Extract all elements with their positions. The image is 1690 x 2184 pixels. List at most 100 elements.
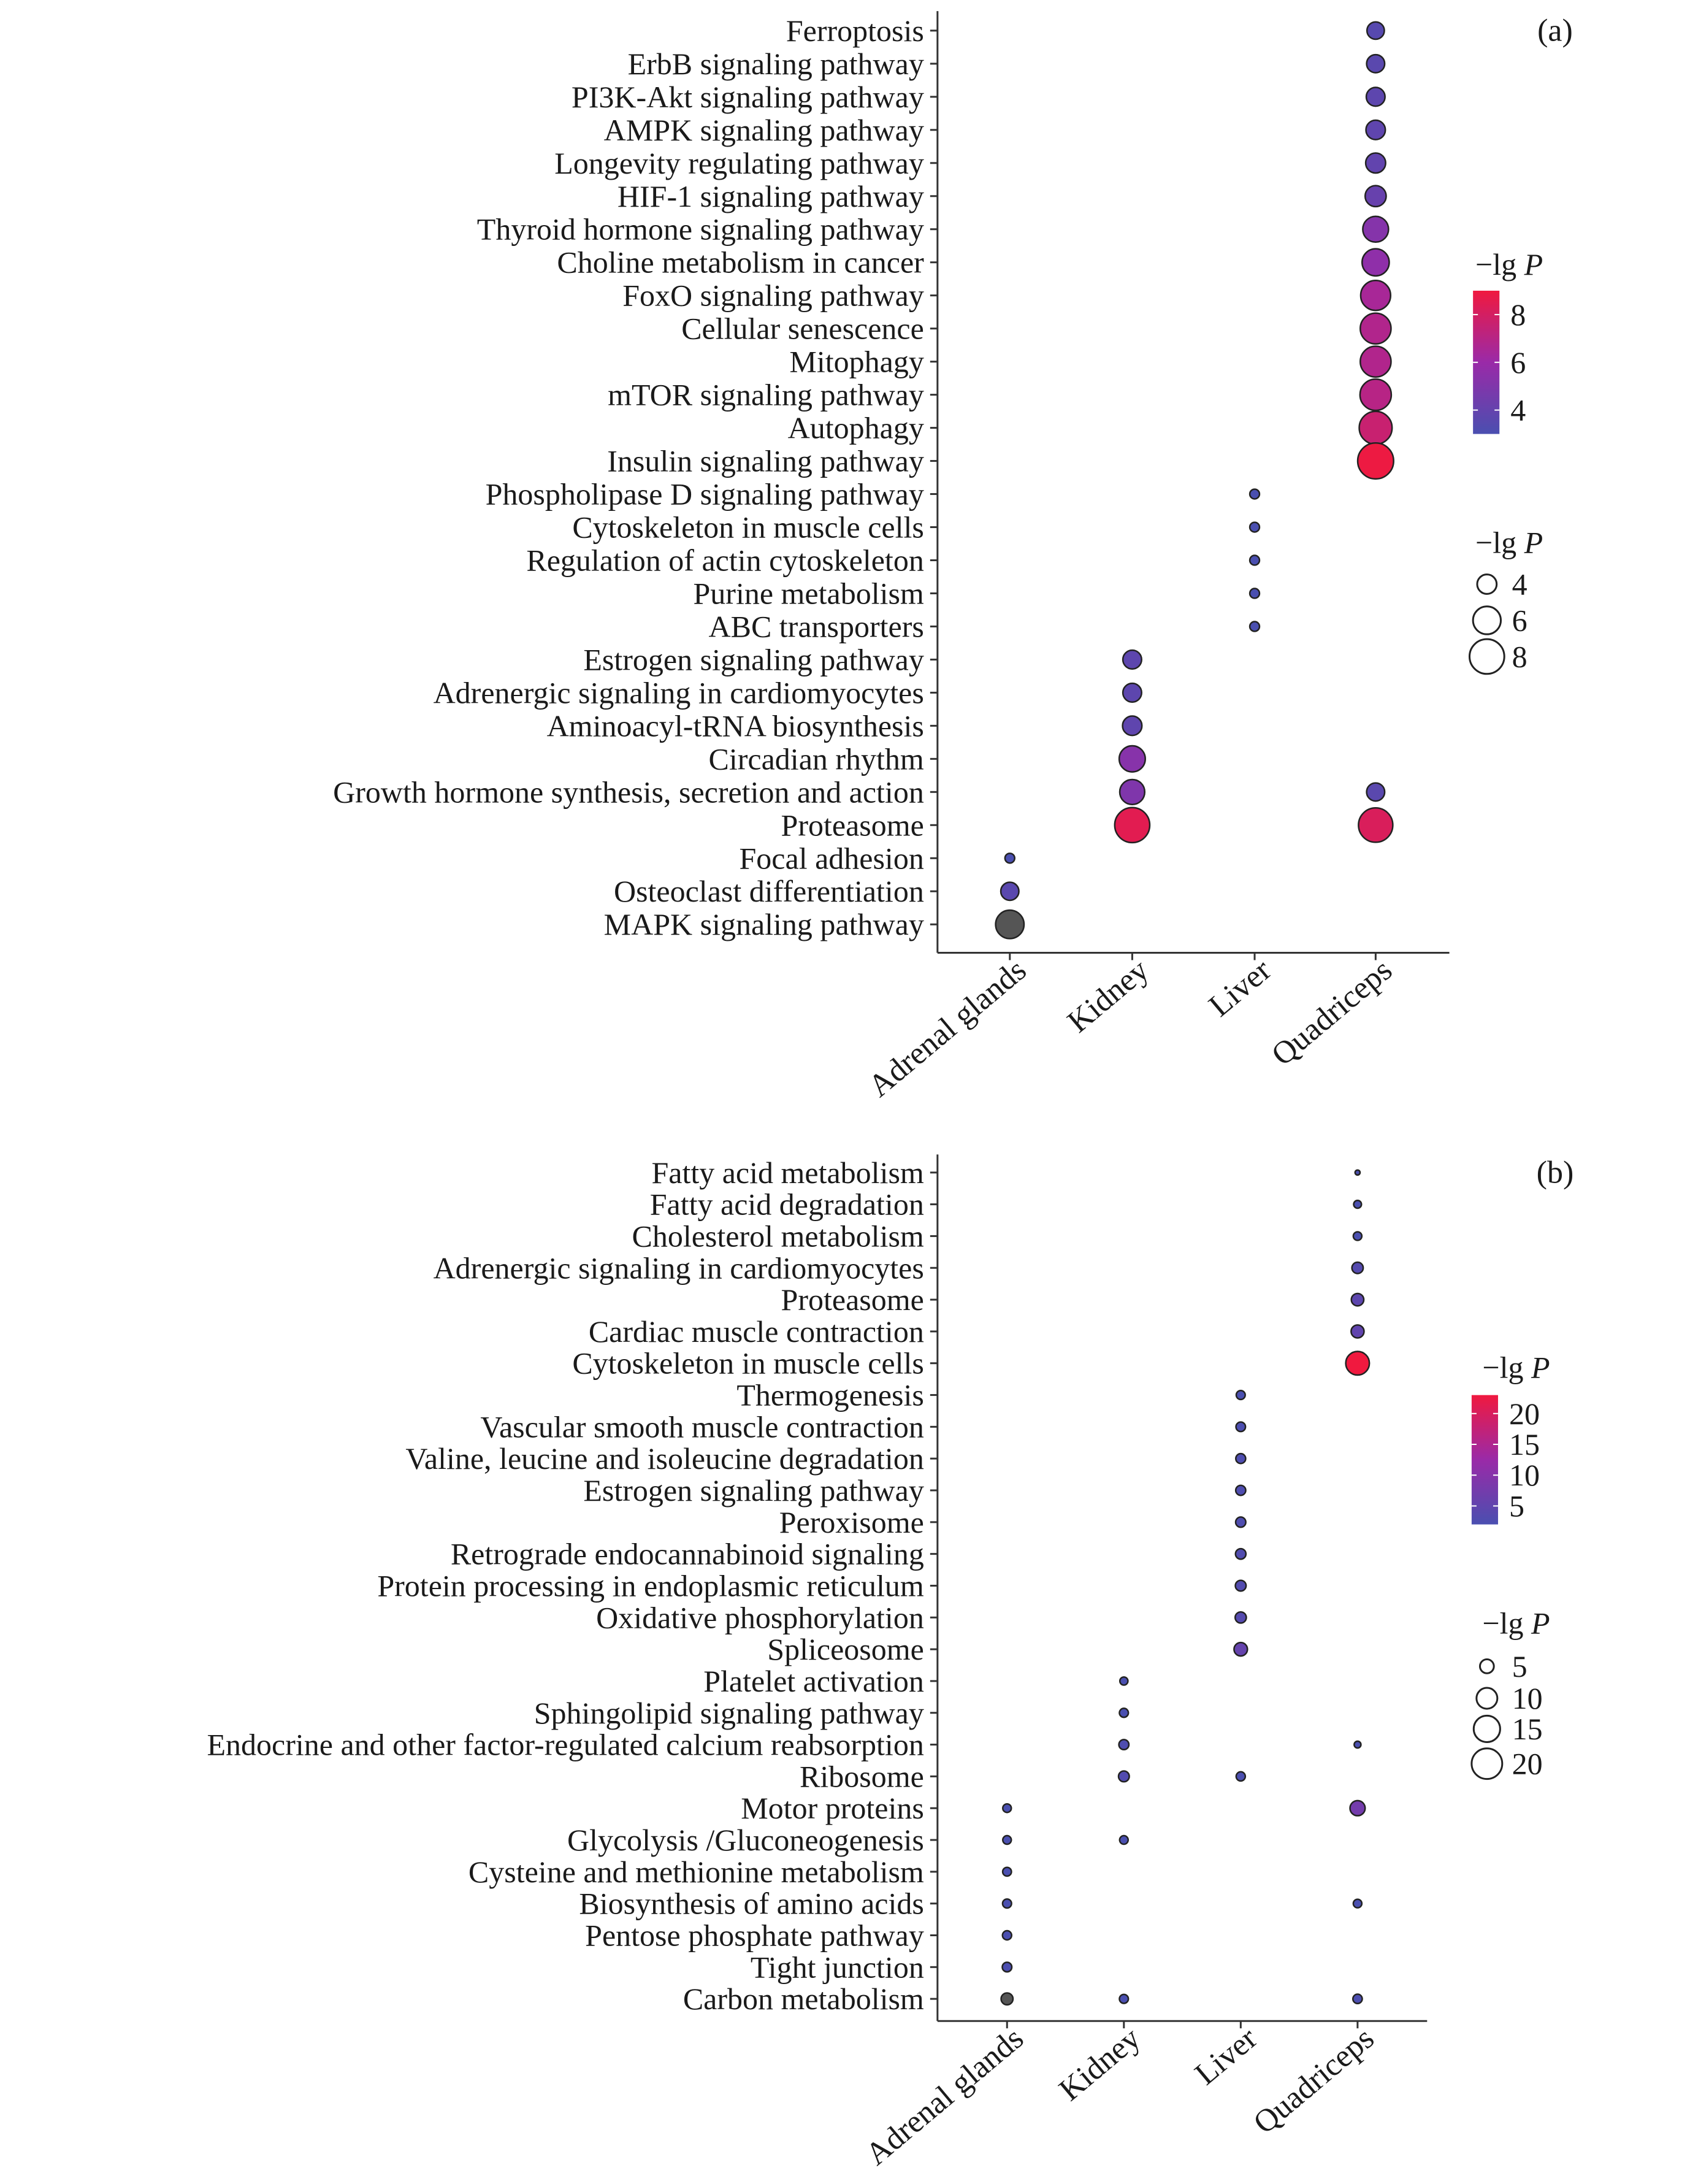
y-tick-label: Cytoskeleton in muscle cells: [572, 1346, 924, 1381]
color-legend-title: −lg P: [1482, 1350, 1550, 1384]
y-tick-label: Growth hormone synthesis, secretion and …: [333, 775, 924, 809]
y-tick-label: Pentose phosphate pathway: [585, 1918, 924, 1952]
data-point: [1234, 1516, 1247, 1528]
y-tick-label: Regulation of actin cytoskeleton: [526, 543, 923, 577]
data-point: [1122, 649, 1142, 670]
size-legend-circle: [1478, 1658, 1495, 1674]
data-point: [1345, 1351, 1371, 1376]
data-point: [1118, 745, 1146, 773]
color-legend-label: 5: [1509, 1489, 1524, 1523]
data-point: [1248, 488, 1261, 500]
y-tick-label: Cellular senescence: [681, 312, 924, 346]
y-tick-label: Aminoacyl-tRNA biosynthesis: [547, 708, 924, 743]
y-tick-label: Adrenergic signaling in cardiomyocytes: [434, 675, 924, 710]
data-point: [1359, 378, 1393, 412]
y-tick-label: Cytoskeleton in muscle cells: [572, 510, 924, 545]
color-legend-label: 15: [1509, 1427, 1540, 1462]
panel-label: (b): [1537, 1155, 1574, 1190]
y-tick-label: Tight junction: [751, 1950, 924, 1984]
x-tick-label: Adrenal glands: [859, 2021, 1030, 2172]
data-point: [1000, 881, 1020, 902]
y-tick-label: Thyroid hormone signaling pathway: [477, 212, 924, 247]
size-legend-label: 10: [1512, 1681, 1543, 1715]
y-tick-label: HIF-1 signaling pathway: [618, 179, 924, 213]
data-point: [1118, 778, 1146, 805]
data-point: [1118, 1834, 1130, 1845]
data-point: [1118, 1676, 1129, 1686]
y-tick-label: Glycolysis /Gluconeogenesis: [567, 1823, 924, 1857]
y-tick-label: Platelet activation: [703, 1664, 924, 1698]
data-point: [1356, 442, 1394, 480]
data-point: [1361, 248, 1390, 277]
panel-label: (a): [1537, 13, 1573, 48]
y-tick-label: Insulin signaling pathway: [607, 444, 924, 478]
y-tick-label: Purine metabolism: [693, 576, 923, 610]
y-tick-label: Phospholipase D signaling pathway: [486, 477, 924, 512]
y-tick-label: Circadian rhythm: [709, 741, 924, 776]
y-tick-label: Cysteine and methionine metabolism: [468, 1855, 924, 1889]
y-tick-label: AMPK signaling pathway: [604, 113, 924, 147]
data-point: [1234, 1547, 1247, 1560]
data-point: [1235, 1452, 1247, 1465]
data-point: [1118, 1707, 1130, 1718]
size-legend-title: −lg P: [1482, 1606, 1550, 1641]
size-legend-label: 15: [1512, 1712, 1543, 1746]
data-point: [1001, 1898, 1012, 1909]
size-legend-circle: [1472, 1714, 1501, 1743]
y-tick-label: mTOR signaling pathway: [608, 378, 924, 412]
y-tick-label: ErbB signaling pathway: [628, 47, 924, 81]
data-point: [1358, 410, 1393, 445]
data-point: [1235, 1389, 1246, 1401]
y-tick-label: Retrograde endocannabinoid signaling: [451, 1537, 924, 1571]
y-tick-label: Mitophagy: [789, 345, 923, 379]
data-point: [1364, 152, 1386, 174]
data-point: [1364, 185, 1387, 208]
size-legend-circle: [1470, 1747, 1504, 1780]
y-tick-label: Ribosome: [800, 1759, 924, 1793]
y-tick-label: Fatty acid metabolism: [651, 1155, 923, 1190]
data-point: [1352, 1993, 1363, 2005]
y-tick-label: Cardiac muscle contraction: [589, 1314, 924, 1349]
y-tick-label: Osteoclast differentiation: [614, 874, 924, 908]
y-tick-label: Estrogen signaling pathway: [583, 1473, 923, 1508]
x-tick-label: Kidney: [1053, 2021, 1147, 2108]
data-point: [1349, 1799, 1366, 1817]
y-tick-label: ABC transporters: [708, 609, 923, 643]
size-legend-label: 8: [1512, 639, 1528, 673]
data-point: [1248, 588, 1261, 599]
data-point: [1001, 1961, 1013, 1973]
y-tick-label: Oxidative phosphorylation: [596, 1600, 924, 1634]
color-legend-label: 6: [1510, 345, 1526, 380]
y-tick-label: FoxO signaling pathway: [622, 278, 924, 313]
data-point: [1366, 53, 1386, 74]
y-tick-label: MAPK signaling pathway: [604, 907, 924, 941]
size-legend-circle: [1468, 638, 1505, 675]
data-point: [1350, 1324, 1365, 1339]
data-point: [1234, 1611, 1247, 1624]
size-legend-title: −lg P: [1475, 525, 1543, 559]
y-tick-label: Fatty acid degradation: [650, 1187, 924, 1222]
data-point: [995, 909, 1025, 940]
data-point: [1366, 782, 1386, 802]
data-point: [1002, 1834, 1012, 1845]
data-point: [1352, 1898, 1363, 1909]
data-point: [1233, 1641, 1248, 1657]
size-legend-label: 6: [1512, 603, 1528, 637]
y-tick-label: Biosynthesis of amino acids: [579, 1887, 923, 1921]
color-legend-label: 10: [1509, 1458, 1540, 1492]
data-point: [1248, 554, 1261, 566]
data-point: [1353, 1740, 1362, 1749]
data-point: [1114, 807, 1151, 844]
data-point: [1248, 521, 1261, 533]
data-point: [1358, 807, 1394, 843]
size-legend-circle: [1476, 573, 1498, 595]
y-tick-label: Spliceosome: [767, 1632, 924, 1666]
y-tick-label: Proteasome: [781, 808, 924, 842]
data-point: [1122, 715, 1143, 737]
y-tick-label: Motor proteins: [741, 1791, 924, 1825]
data-point: [1351, 1261, 1364, 1274]
y-tick-label: Longevity regulating pathway: [554, 146, 924, 180]
data-point: [1001, 1866, 1012, 1877]
